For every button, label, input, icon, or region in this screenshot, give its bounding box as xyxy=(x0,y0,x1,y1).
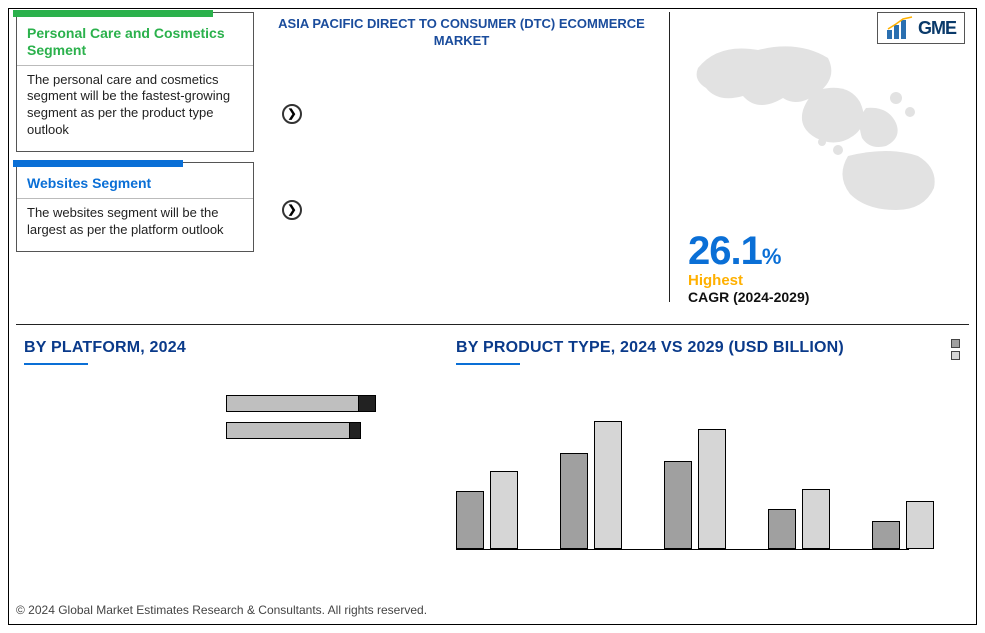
card-bar xyxy=(13,160,183,167)
bullet-row: ❯ xyxy=(282,104,659,124)
bar-2024 xyxy=(560,453,588,549)
legend xyxy=(951,339,965,363)
card-body: The websites segment will be the largest… xyxy=(17,198,253,251)
asia-pacific-map-icon xyxy=(688,38,948,218)
card-title: Websites Segment xyxy=(17,169,253,196)
product-bars xyxy=(456,381,909,550)
legend-item xyxy=(951,339,965,348)
right-column: 26.1% Highest CAGR (2024-2029) xyxy=(669,12,969,302)
card-title: Personal Care and Cosmetics Segment xyxy=(17,19,253,63)
bar-2024 xyxy=(664,461,692,549)
card-personal-care: Personal Care and Cosmetics Segment The … xyxy=(16,12,254,152)
platform-title: BY PLATFORM, 2024 xyxy=(24,339,416,357)
legend-swatch xyxy=(951,351,960,360)
bar-2024 xyxy=(456,491,484,549)
hbar-fill xyxy=(358,395,376,412)
hbar-row xyxy=(226,395,406,412)
hbar-track xyxy=(226,422,361,439)
percent-value: 26.1 xyxy=(688,229,762,273)
platform-panel: BY PLATFORM, 2024 xyxy=(16,325,426,584)
mid-column: ASIA PACIFIC DIRECT TO CONSUMER (DTC) EC… xyxy=(254,12,669,302)
top-section: Personal Care and Cosmetics Segment The … xyxy=(16,12,969,302)
hbar-row xyxy=(226,422,406,439)
bullet-row: ❯ xyxy=(282,200,659,220)
bar-2029 xyxy=(906,501,934,549)
product-panel: BY PRODUCT TYPE, 2024 VS 2029 (USD BILLI… xyxy=(426,325,969,584)
product-title: BY PRODUCT TYPE, 2024 VS 2029 (USD BILLI… xyxy=(456,339,959,357)
title-underline xyxy=(24,363,88,365)
page-title: ASIA PACIFIC DIRECT TO CONSUMER (DTC) EC… xyxy=(264,16,659,50)
legend-item xyxy=(951,351,965,360)
highest-label: Highest xyxy=(688,272,969,289)
chevron-icon: ❯ xyxy=(282,200,302,220)
hbar-track xyxy=(226,395,376,412)
cagr-stat: 26.1% Highest CAGR (2024-2029) xyxy=(688,229,969,305)
bar-group xyxy=(872,501,942,549)
copyright: © 2024 Global Market Estimates Research … xyxy=(16,603,427,617)
cards-column: Personal Care and Cosmetics Segment The … xyxy=(16,12,254,302)
chevron-icon: ❯ xyxy=(282,104,302,124)
platform-hbars xyxy=(226,395,406,449)
bar-group xyxy=(456,471,526,549)
card-body: The personal care and cosmetics segment … xyxy=(17,65,253,152)
bar-group xyxy=(664,429,734,549)
bar-2029 xyxy=(490,471,518,549)
bar-2029 xyxy=(802,489,830,549)
hbar-fill xyxy=(349,422,361,439)
legend-swatch xyxy=(951,339,960,348)
title-underline xyxy=(456,363,520,365)
bar-2029 xyxy=(698,429,726,549)
bottom-section: BY PLATFORM, 2024 BY PRODUCT TYPE, 2024 … xyxy=(16,324,969,584)
cagr-label: CAGR (2024-2029) xyxy=(688,289,969,305)
bar-2024 xyxy=(768,509,796,549)
bar-group xyxy=(560,421,630,549)
card-bar xyxy=(13,10,213,17)
percent-unit: % xyxy=(762,244,782,269)
bar-2029 xyxy=(594,421,622,549)
bar-2024 xyxy=(872,521,900,549)
bar-group xyxy=(768,489,838,549)
card-websites: Websites Segment The websites segment wi… xyxy=(16,162,254,252)
